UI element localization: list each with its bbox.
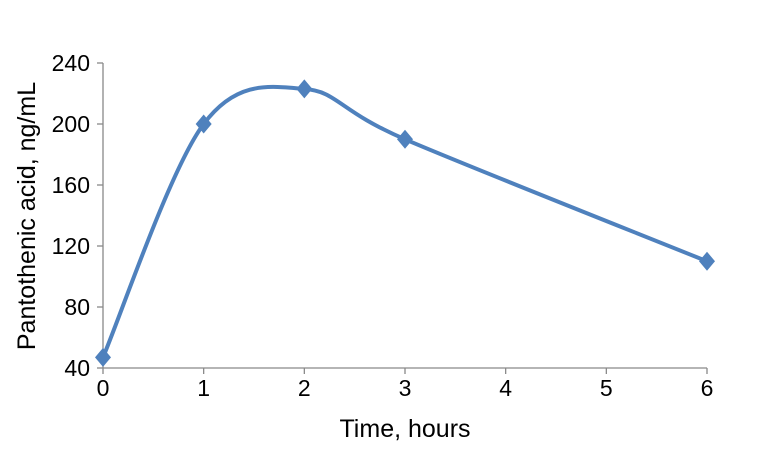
x-tick-label: 2 [298,375,311,401]
data-point-marker [296,79,313,99]
y-axis-title: Pantothenic acid, ng/mL [13,81,41,351]
data-point-marker [95,347,111,367]
x-axis-title: Time, hours [339,415,471,443]
x-tick-label: 6 [701,375,714,401]
x-tick-label: 0 [97,375,110,401]
y-tick-label: 160 [52,172,90,198]
x-tick-label: 3 [399,375,412,401]
data-point-marker [397,129,413,149]
y-tick-label: 240 [52,50,90,76]
data-point-marker [699,251,715,271]
x-tick-label: 5 [600,375,613,401]
y-tick-label: 200 [52,111,90,137]
y-tick-label: 80 [64,294,90,320]
x-tick-label: 4 [499,375,512,401]
series-line [101,84,709,360]
data-point-marker [195,114,212,134]
y-tick-label: 120 [52,233,90,259]
x-tick-label: 1 [197,375,210,401]
y-tick-label: 40 [64,355,90,381]
